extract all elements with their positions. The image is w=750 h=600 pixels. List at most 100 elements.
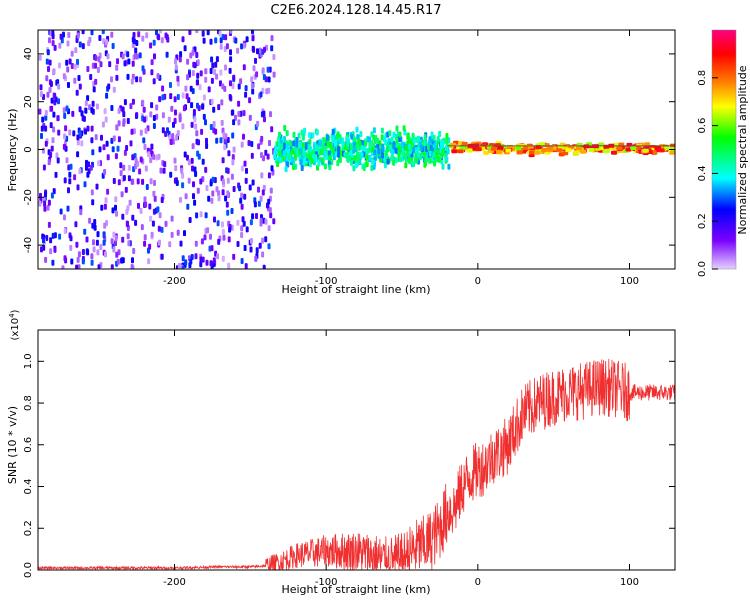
heatmap-cell [90,137,94,144]
heatmap-cell [50,105,54,112]
heatmap-cell [75,241,79,248]
heatmap-cell [179,196,182,203]
heatmap-cell [321,157,325,164]
heatmap-cell [428,150,432,157]
heatmap-cell [457,149,464,154]
heatmap-cell [155,113,159,120]
heatmap-cell [527,144,534,149]
heatmap-cell [380,134,384,141]
heatmap-cell [496,149,502,154]
heatmap-y-tick-label: 20 [23,95,34,108]
heatmap-cell [65,59,69,66]
heatmap-cell [214,128,218,135]
heatmap-cell [377,148,381,155]
heatmap-cell [128,199,132,206]
heatmap-cell [38,108,42,115]
heatmap-cell [66,40,70,47]
heatmap-cell [115,74,119,81]
heatmap-cell [95,183,99,190]
heatmap-cell [216,253,220,260]
heatmap-cell [50,192,54,199]
heatmap-cell [201,103,205,110]
heatmap-cell [218,30,222,37]
heatmap-cell [555,148,562,153]
heatmap-cell [86,95,90,102]
heatmap-cell [110,264,114,269]
heatmap-cell [331,128,335,135]
heatmap-cell [331,147,335,154]
heatmap-cell [141,178,145,185]
heatmap-cell [400,141,404,148]
heatmap-cell [141,65,145,72]
colorbar-tick-label: 0.4 [697,165,708,181]
heatmap-cell [390,136,394,143]
heatmap-x-tick-label: -100 [315,276,338,287]
heatmap-cell [192,181,195,188]
heatmap-cell [250,83,254,90]
heatmap-cell [232,146,236,153]
heatmap-cell [149,215,153,222]
heatmap-cell [130,78,134,85]
heatmap-cell [99,244,103,250]
heatmap-cell [115,64,119,71]
heatmap-cell [84,128,87,135]
heatmap-cell [358,140,362,147]
heatmap-cell [354,162,358,169]
heatmap-cell [254,57,257,64]
heatmap-cell [516,150,523,155]
heatmap-cell [90,30,94,36]
heatmap-cell [209,124,213,130]
heatmap-cell [144,201,148,208]
heatmap-cell [143,234,147,241]
heatmap-cell [46,204,50,211]
heatmap-cell [314,154,318,161]
heatmap-cell [198,84,202,91]
heatmap-cell [195,212,199,219]
heatmap-cell [196,79,199,86]
heatmap-cell [64,125,68,132]
heatmap-cell [149,42,153,49]
heatmap-cell [144,165,148,172]
heatmap-cell [75,264,79,269]
heatmap-cell [352,136,356,143]
heatmap-cell [163,161,167,168]
heatmap-cell [192,109,196,115]
heatmap-cell [404,145,408,151]
heatmap-cell [63,177,67,184]
heatmap-cell [74,221,78,228]
heatmap-cell [424,155,428,162]
heatmap-cell [333,140,337,147]
heatmap-cell [616,146,623,151]
heatmap-cell [174,64,178,71]
heatmap-cell [199,261,203,268]
heatmap-cell [81,258,85,265]
heatmap-cell [62,31,65,38]
heatmap-cell [63,133,67,140]
heatmap-cell [221,157,225,164]
heatmap-cell [70,50,74,57]
heatmap-cell [221,34,225,40]
heatmap-cell [78,83,82,90]
heatmap-cell [217,195,221,202]
heatmap-cell [331,135,335,142]
heatmap-cell [92,239,95,246]
heatmap-cell [240,203,244,210]
heatmap-cell [349,144,353,150]
heatmap-cell [224,64,227,71]
heatmap-cell [90,189,94,196]
heatmap-cell [370,165,374,171]
heatmap-cell [110,105,114,111]
heatmap-cell [262,264,266,269]
heatmap-cell [79,209,83,216]
heatmap-cell [222,234,226,241]
heatmap-cell [222,131,226,138]
heatmap-cell [83,181,87,188]
heatmap-cell [255,71,259,78]
heatmap-cell [248,97,252,104]
heatmap-cell [176,229,180,236]
heatmap-cell [267,198,271,205]
heatmap-cell [159,167,163,174]
heatmap-cell [408,143,411,150]
heatmap-cell [110,76,113,83]
heatmap-cell [394,134,398,140]
